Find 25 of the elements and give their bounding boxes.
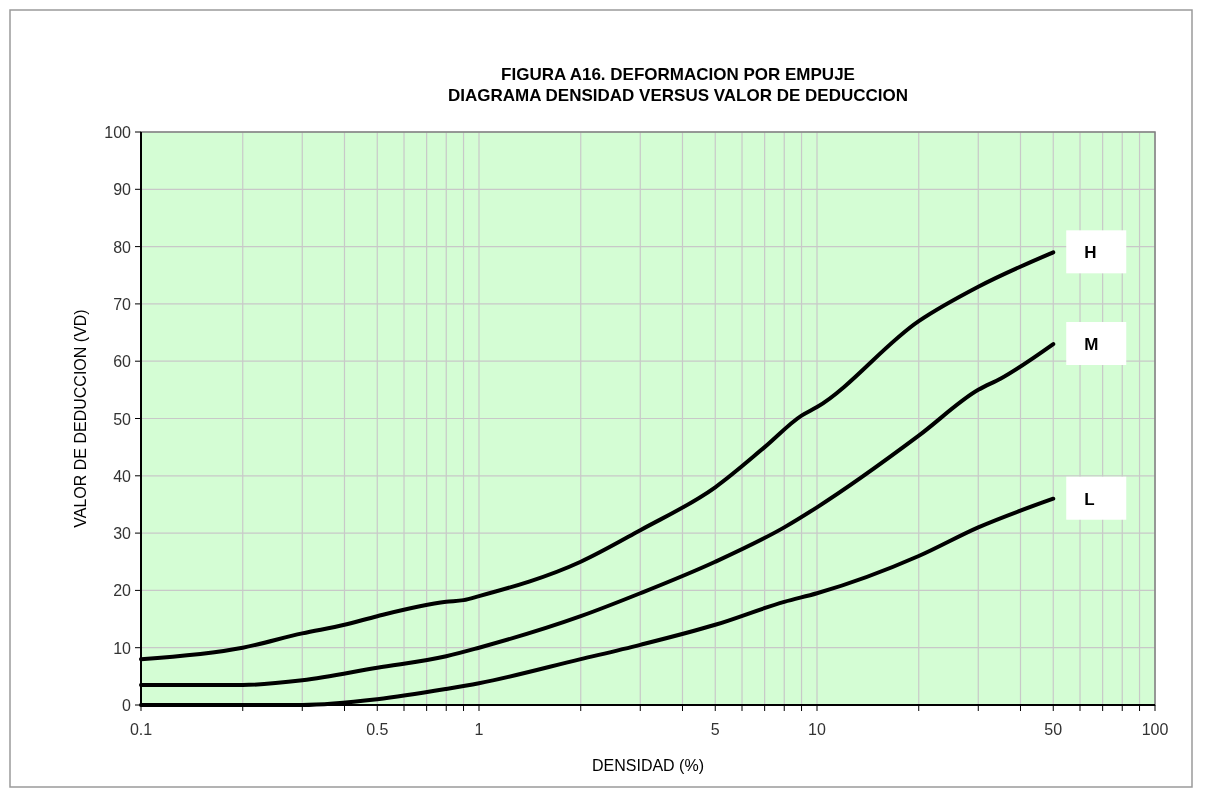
chart-title: FIGURA A16. DEFORMACION POR EMPUJE <box>501 65 855 84</box>
series-label: H <box>1084 243 1097 263</box>
y-tick-label: 50 <box>113 410 132 428</box>
x-tick-label: 10 <box>808 721 826 738</box>
y-tick-label: 60 <box>113 353 132 371</box>
x-tick-label: 0.5 <box>366 721 389 738</box>
y-tick-label: 40 <box>113 467 132 485</box>
x-tick-label: 1 <box>474 721 484 738</box>
y-tick-label: 100 <box>104 124 132 141</box>
y-tick-label: 30 <box>113 525 132 543</box>
y-axis-title: VALOR DE DEDUCCION (VD) <box>72 309 89 528</box>
chart-subtitle: DIAGRAMA DENSIDAD VERSUS VALOR DE DEDUCCION <box>448 86 908 105</box>
y-tick-label: 70 <box>113 295 132 313</box>
x-tick-label: 0.1 <box>129 721 153 738</box>
y-tick-label: 0 <box>122 697 132 714</box>
x-tick-label: 50 <box>1044 721 1063 738</box>
x-tick-label: 5 <box>710 721 720 738</box>
x-axis-title: DENSIDAD (%) <box>591 757 705 774</box>
series-label: L <box>1084 489 1095 509</box>
x-tick-label: 100 <box>1141 721 1169 738</box>
y-tick-label: 10 <box>113 639 132 657</box>
y-tick-label: 80 <box>113 238 132 256</box>
y-tick-label: 20 <box>113 582 132 600</box>
y-tick-label: 90 <box>113 181 132 199</box>
series-label: M <box>1084 335 1099 355</box>
